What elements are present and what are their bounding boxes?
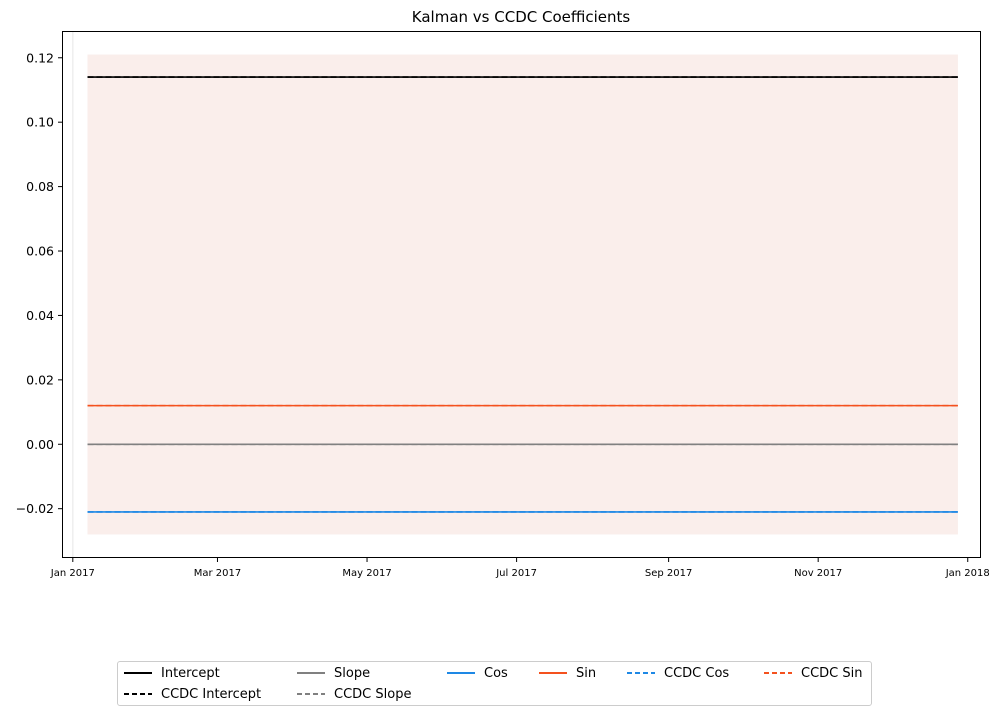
legend-label: CCDC Intercept <box>161 686 262 702</box>
x-tick-label: May 2017 <box>342 568 391 579</box>
y-tick-label: 0.12 <box>26 50 54 65</box>
y-tick-label: 0.10 <box>26 115 54 130</box>
legend-label: CCDC Sin <box>801 665 863 681</box>
shaded-band <box>87 54 958 535</box>
legend-swatch <box>297 672 325 674</box>
legend-label: CCDC Cos <box>664 665 730 681</box>
legend-swatch <box>124 693 152 695</box>
x-tick-label: Sep 2017 <box>645 568 692 579</box>
y-tick-label: 0.06 <box>26 244 54 259</box>
legend-item: CCDC Slope <box>296 685 411 703</box>
legend-label: CCDC Slope <box>334 686 412 702</box>
legend-item: Sin <box>538 664 596 682</box>
x-tick-label: Mar 2017 <box>194 568 242 579</box>
plot-frame <box>62 31 981 558</box>
legend-item: CCDC Sin <box>763 664 862 682</box>
legend-item: CCDC Cos <box>626 664 729 682</box>
y-tick-label: 0.08 <box>26 179 54 194</box>
legend-label: Intercept <box>161 665 220 681</box>
legend-item: Cos <box>446 664 508 682</box>
x-tick-label: Jul 2017 <box>495 568 537 579</box>
legend-item: Slope <box>296 664 370 682</box>
y-tick-label: 0.00 <box>26 437 54 452</box>
legend-item: Intercept <box>123 664 220 682</box>
legend-swatch <box>124 672 152 674</box>
legend-label: Cos <box>484 665 508 681</box>
legend-label: Sin <box>576 665 597 681</box>
x-tick-label: Jan 2017 <box>50 568 95 579</box>
axes: 0.12 0.10 0.08 0.06 0.04 0.02 0.00 −0.02 Jan 201… <box>16 50 990 579</box>
y-tick-label: −0.02 <box>16 501 54 516</box>
legend-swatch <box>627 672 655 674</box>
legend-label: Slope <box>334 665 371 681</box>
chart-title: Kalman vs CCDC Coefficients <box>412 8 631 26</box>
x-tick-label: Jan 2018 <box>945 568 990 579</box>
y-tick-label: 0.02 <box>26 372 54 387</box>
legend-swatch <box>447 672 475 674</box>
legend-swatch <box>539 672 567 674</box>
legend-swatch <box>764 672 792 674</box>
x-tick-label: Nov 2017 <box>794 568 842 579</box>
y-tick-label: 0.04 <box>26 308 54 323</box>
plot-area <box>72 32 958 557</box>
legend: Intercept CCDC Intercept Slope CCDC Slope Co… <box>117 661 872 706</box>
legend-swatch <box>297 693 325 695</box>
legend-item: CCDC Intercept <box>123 685 261 703</box>
